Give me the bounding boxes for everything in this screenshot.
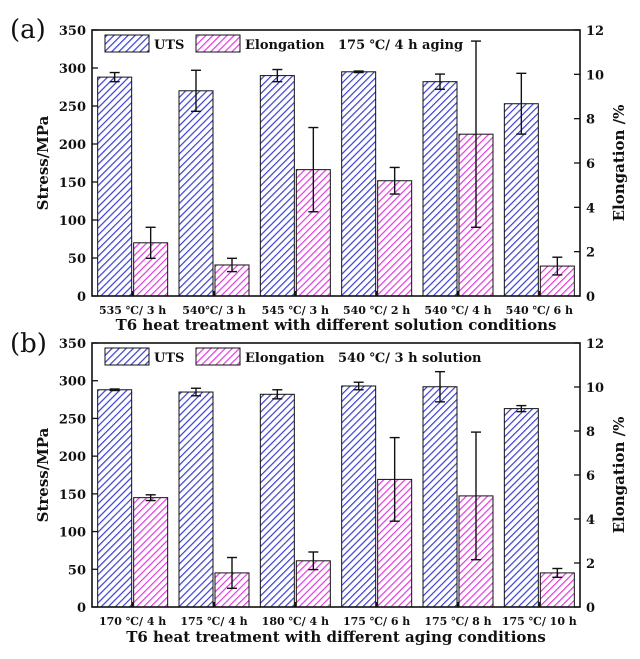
y2-axis-title: Elongation /% <box>610 105 628 222</box>
panel-a-chart: (a) 0 50 100 150 200 250 300 350 0 2 4 6 8 10 12 535 ℃/ … <box>10 15 628 334</box>
x-tick-label: 170 ℃/ 4 h <box>99 615 166 628</box>
uts-bar-6 <box>503 103 539 297</box>
y-tick-label: 350 <box>59 24 86 39</box>
panel-b-chart: (b) 0 50 100 150 200 250 300 350 0 2 4 6 8 10 12 170 ℃/ … <box>10 329 628 646</box>
uts-bar-5 <box>422 81 458 297</box>
y2-tick-label: 0 <box>586 290 595 305</box>
y-tick-label: 250 <box>59 412 86 427</box>
x-tick-label: 175 ℃/ 6 h <box>343 615 410 628</box>
uts-bar-6 <box>503 408 539 608</box>
x-axis-title: T6 heat treatment with different solutio… <box>116 316 557 334</box>
y-tick-label: 0 <box>77 290 86 305</box>
y-tick-label: 50 <box>68 563 86 578</box>
y-tick-label: 150 <box>59 488 86 503</box>
uts-bar-1 <box>97 76 133 297</box>
y-tick-label: 0 <box>77 601 86 616</box>
legend-elongation-label: Elongation <box>245 38 325 53</box>
y2-tick-label: 8 <box>586 113 595 128</box>
x-tick-label: 535 ℃/ 3 h <box>99 304 166 317</box>
y2-tick-label: 2 <box>586 557 595 572</box>
uts-bar-2 <box>178 90 214 297</box>
legend-uts-label: UTS <box>154 351 184 366</box>
legend-uts-swatch <box>104 347 150 366</box>
y2-tick-label: 12 <box>586 337 604 352</box>
legend-uts-swatch <box>104 34 150 53</box>
panel-label: (b) <box>10 329 47 359</box>
y-axis-title: Stress/MPa <box>34 115 52 210</box>
y2-tick-label: 10 <box>586 381 604 396</box>
x-tick-label: 540 ℃/ 4 h <box>424 304 491 317</box>
y2-tick-label: 12 <box>586 24 604 39</box>
y2-tick-label: 8 <box>586 425 595 440</box>
x-axis-title: T6 heat treatment with different aging c… <box>126 628 546 646</box>
x-tick-label: 540℃/ 3 h <box>182 304 245 317</box>
uts-bar-4 <box>341 71 377 297</box>
uts-bar-4 <box>341 385 377 608</box>
y2-tick-label: 4 <box>586 513 595 528</box>
y-tick-label: 50 <box>68 252 86 267</box>
uts-bar-1 <box>97 389 133 608</box>
x-tick-label: 180 ℃/ 4 h <box>262 615 329 628</box>
y-tick-label: 250 <box>59 100 86 115</box>
legend-elongation-swatch <box>195 347 241 366</box>
legend-note: 175 ℃/ 4 h aging <box>338 38 463 53</box>
y2-tick-label: 2 <box>586 246 595 261</box>
y-tick-label: 100 <box>59 526 86 541</box>
y-tick-label: 300 <box>59 62 86 77</box>
uts-bar-2 <box>178 391 214 608</box>
elongation-bar-4 <box>377 180 413 297</box>
legend-note: 540 ℃/ 3 h solution <box>338 351 482 366</box>
y-axis-title: Stress/MPa <box>34 427 52 522</box>
legend-elongation-label: Elongation <box>245 351 325 366</box>
x-tick-label: 175 ℃/ 8 h <box>424 615 491 628</box>
legend-uts-label: UTS <box>154 38 184 53</box>
y2-tick-label: 4 <box>586 201 595 216</box>
y2-axis-title: Elongation /% <box>610 417 628 534</box>
x-tick-label: 175 ℃/ 10 h <box>502 615 577 628</box>
y2-tick-label: 10 <box>586 68 604 83</box>
uts-bar-3 <box>259 75 295 297</box>
uts-bar-5 <box>422 386 458 608</box>
y-tick-label: 350 <box>59 337 86 352</box>
y2-tick-label: 0 <box>586 601 595 616</box>
panel-label: (a) <box>10 15 46 45</box>
elongation-bar-1 <box>133 497 169 608</box>
x-tick-label: 540 ℃/ 2 h <box>343 304 410 317</box>
legend-elongation-swatch <box>195 34 241 53</box>
y2-tick-label: 6 <box>586 469 595 484</box>
y2-tick-label: 6 <box>586 157 595 172</box>
y-tick-label: 300 <box>59 375 86 390</box>
elongation-bar-6 <box>539 572 575 608</box>
x-tick-label: 175 ℃/ 4 h <box>180 615 247 628</box>
y-tick-label: 100 <box>59 214 86 229</box>
y-tick-label: 150 <box>59 176 86 191</box>
y-tick-label: 200 <box>59 450 86 465</box>
x-tick-label: 540 ℃/ 6 h <box>506 304 573 317</box>
x-tick-label: 545 ℃/ 3 h <box>262 304 329 317</box>
uts-bar-3 <box>259 393 295 608</box>
y-tick-label: 200 <box>59 138 86 153</box>
